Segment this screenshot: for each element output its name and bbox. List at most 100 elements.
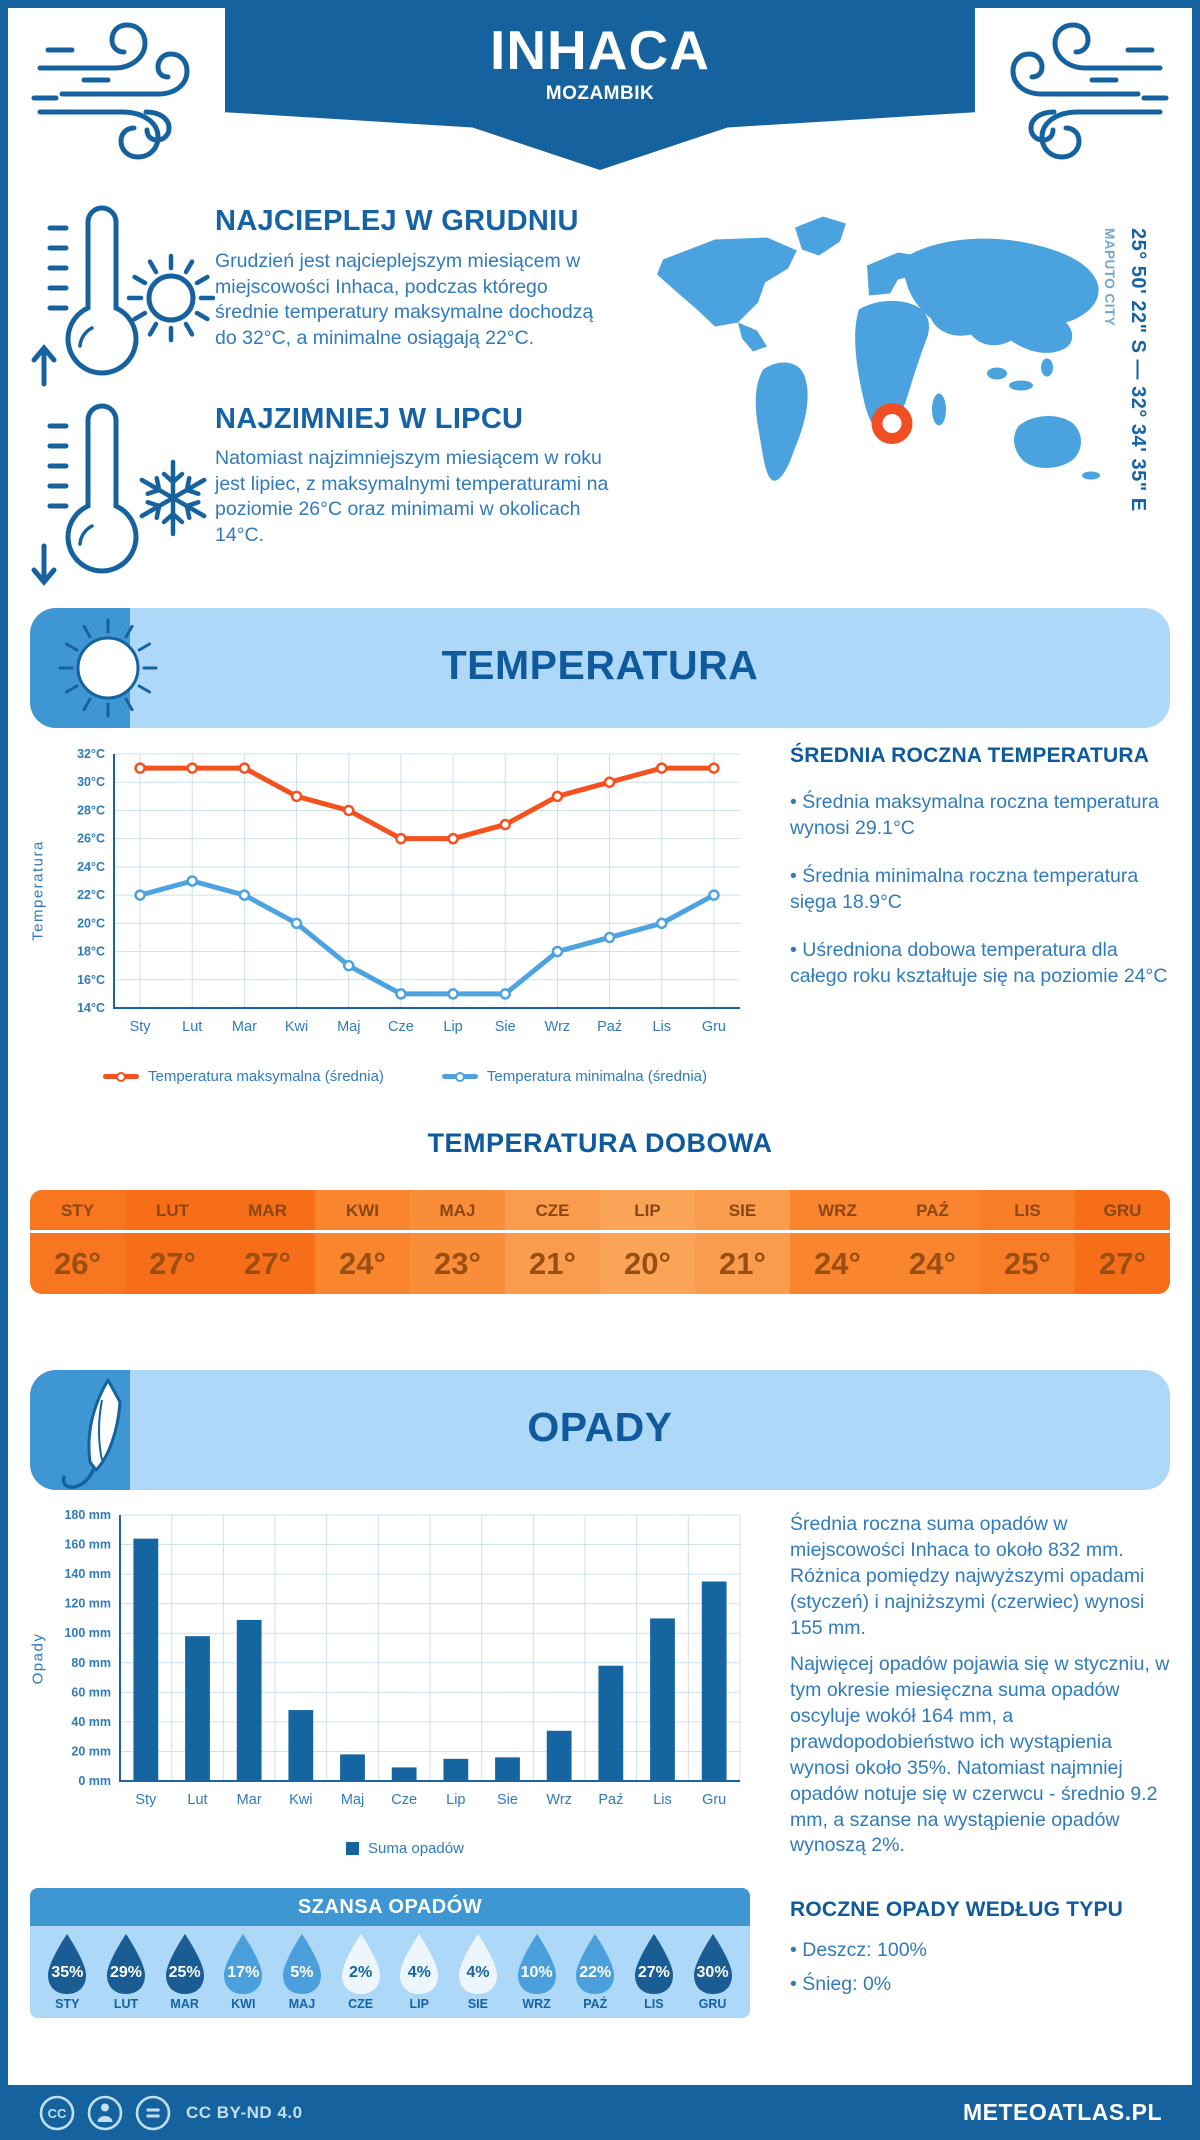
daily-temp-value: 24°	[909, 1245, 956, 1281]
legend-label: Temperatura maksymalna (średnia)	[147, 1068, 384, 1085]
daily-temperature-table: STY 26° LUT 27° MAR 27° KWI 24° MAJ 23° CZE 21° LIP 2…	[30, 1190, 1170, 1294]
daily-temp-month: SIE	[695, 1190, 790, 1233]
svg-text:Mar: Mar	[232, 1019, 257, 1035]
svg-text:28°C: 28°C	[77, 803, 105, 817]
daily-temp-month: LIS	[980, 1190, 1075, 1233]
annual-temp-title: ŚREDNIA ROCZNA TEMPERATURA	[790, 744, 1150, 767]
page-title: INHACA	[490, 19, 710, 81]
svg-text:30°C: 30°C	[77, 775, 105, 789]
precip-chance-value: 27%	[637, 1964, 670, 1981]
svg-text:Maj: Maj	[341, 1792, 364, 1808]
cc-icon: CC	[39, 2095, 75, 2130]
daily-temp-value: 23°	[434, 1245, 481, 1281]
precip-chance-item: 27% LIS	[626, 1932, 682, 2011]
daily-temp-month: MAR	[220, 1190, 315, 1233]
daily-temp-value: 20°	[624, 1245, 671, 1281]
precip-chance-item: 4% SIE	[450, 1932, 506, 2011]
temperature-section-banner: TEMPERATURA	[30, 608, 1170, 728]
daily-temp-value: 24°	[339, 1245, 386, 1281]
world-map	[657, 216, 1100, 481]
temperature-chart: 14°C 16°C 18°C 20°C 22°C 24°C 26°C 28°C 30°C 32°C…	[77, 747, 740, 1035]
svg-text:Lis: Lis	[652, 1019, 671, 1035]
svg-text:0 mm: 0 mm	[78, 1774, 111, 1788]
map-coordinates: 25° 50' 22" S — 32° 34' 35" E	[1127, 228, 1149, 512]
svg-text:100 mm: 100 mm	[64, 1626, 111, 1640]
precip-chance-item: 17% KWI	[215, 1932, 271, 2011]
legend-item-precip: Suma opadów	[346, 1840, 464, 1857]
cc-license-icons: CC	[38, 2094, 172, 2132]
precip-type-title: ROCZNE OPADY WEDŁUG TYPU	[790, 1898, 1124, 1921]
precip-chance-item: 5% MAJ	[274, 1932, 330, 2011]
precip-paragraph-1: Średnia roczna suma opadów w miejscowośc…	[790, 1513, 1145, 1639]
legend-item-max: Temperatura maksymalna (średnia)	[102, 1068, 384, 1085]
daily-temp-cell: MAR 27°	[220, 1190, 315, 1294]
sun-iconbox	[30, 608, 158, 728]
wind-icon	[1010, 22, 1169, 160]
precip-chance-month: PAŹ	[583, 1997, 608, 2011]
daily-temp-value: 27°	[149, 1245, 196, 1281]
svg-text:Cze: Cze	[388, 1019, 414, 1035]
site-name: METEOATLAS.PL	[962, 2099, 1162, 2125]
svg-text:Gru: Gru	[702, 1792, 726, 1808]
svg-text:Sie: Sie	[497, 1792, 518, 1808]
svg-text:Lip: Lip	[443, 1019, 462, 1035]
svg-text:CC: CC	[48, 2106, 67, 2121]
legend-label: Temperatura minimalna (średnia)	[486, 1068, 707, 1085]
umbrella-iconbox	[30, 1370, 130, 1490]
daily-temp-month: LUT	[125, 1190, 220, 1233]
precip-chance-item: 2% CZE	[333, 1932, 389, 2011]
svg-text:Wrz: Wrz	[545, 1019, 571, 1035]
cc-by-person-icon	[87, 2095, 123, 2130]
svg-text:Sty: Sty	[135, 1792, 157, 1808]
temperature-section-title: TEMPERATURA	[441, 642, 759, 688]
annual-temp-bullets: • Średnia maksymalna roczna temperatura …	[790, 790, 1172, 1012]
daily-temp-cell: KWI 24°	[315, 1190, 410, 1294]
raindrop-icon: 4%	[453, 1932, 503, 1996]
daily-temp-month: PAŹ	[885, 1190, 980, 1233]
svg-text:26°C: 26°C	[77, 832, 105, 846]
daily-temp-value: 24°	[814, 1245, 861, 1281]
bar-swatch	[346, 1842, 360, 1855]
precip-type-bullets: • Deszcz: 100% • Śnieg: 0%	[790, 1938, 1172, 1998]
svg-text:Sty: Sty	[130, 1019, 152, 1035]
precip-chance-drops: 35% STY 29% LUT 25% MAR 17% KWI 5% MAJ 2% CZE 4% LIP 4…	[30, 1926, 750, 2011]
svg-text:20 mm: 20 mm	[71, 1744, 111, 1758]
temperature-chart-legend: Temperatura maksymalna (średnia) Tempera…	[60, 1068, 750, 1085]
daily-temp-cell: WRZ 24°	[790, 1190, 885, 1294]
svg-text:20°C: 20°C	[77, 916, 105, 930]
raindrop-icon: 17%	[218, 1932, 268, 1996]
precip-chart-ylabel: Opady	[29, 1632, 47, 1685]
daily-temp-value: 21°	[719, 1245, 766, 1281]
raindrop-icon: 29%	[101, 1932, 151, 1996]
precip-chance-value: 10%	[520, 1964, 553, 1981]
precip-paragraph-2: Najwięcej opadów pojawia się w styczniu,…	[790, 1653, 1170, 1857]
daily-temp-cell: LUT 27°	[125, 1190, 220, 1294]
precipitation-chart: 0 mm 20 mm 40 mm 60 mm 80 mm 100 mm 120 mm 140 …	[64, 1508, 741, 1808]
svg-text:Lut: Lut	[187, 1792, 207, 1808]
daily-temp-month: MAJ	[410, 1190, 505, 1233]
precipitation-section-banner: OPADY	[30, 1370, 1170, 1490]
daily-temp-title: TEMPERATURA DOBOWA	[427, 1128, 773, 1158]
min-line-swatch	[441, 1071, 478, 1083]
precip-chance-item: 10% WRZ	[509, 1932, 565, 2011]
precip-chance-month: STY	[55, 1997, 80, 2011]
legend-label: Suma opadów	[368, 1840, 464, 1857]
daily-temp-month: LIP	[600, 1190, 695, 1233]
svg-text:Mar: Mar	[237, 1792, 262, 1808]
precip-chance-item: 35% STY	[39, 1932, 95, 2011]
precip-type-bullet: • Deszcz: 100%	[790, 1939, 927, 1961]
raindrop-icon: 30%	[688, 1932, 738, 1996]
precip-type-bullet: • Śnieg: 0%	[790, 1972, 892, 1995]
raindrop-icon: 22%	[570, 1932, 620, 1996]
precip-chance-month: KWI	[231, 1997, 256, 2011]
svg-text:24°C: 24°C	[77, 860, 105, 874]
svg-text:Gru: Gru	[702, 1019, 726, 1035]
svg-text:Lip: Lip	[446, 1792, 465, 1808]
svg-text:180 mm: 180 mm	[64, 1508, 111, 1522]
daily-temp-cell: CZE 21°	[505, 1190, 600, 1294]
precip-chance-month: CZE	[348, 1997, 374, 2011]
svg-text:18°C: 18°C	[77, 945, 105, 959]
precip-chance-value: 4%	[466, 1964, 490, 1981]
daily-temp-value: 26°	[54, 1245, 101, 1281]
daily-temp-month: CZE	[505, 1190, 600, 1233]
